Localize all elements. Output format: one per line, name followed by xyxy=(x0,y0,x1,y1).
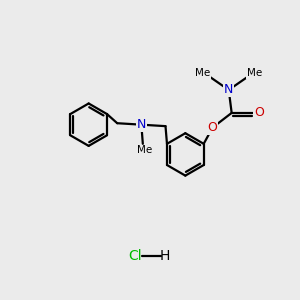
Text: Me: Me xyxy=(247,68,262,78)
Text: Cl: Cl xyxy=(128,249,142,263)
Text: N: N xyxy=(224,83,233,96)
Text: O: O xyxy=(208,121,218,134)
Text: N: N xyxy=(137,118,146,131)
Text: Me: Me xyxy=(137,145,152,155)
Text: H: H xyxy=(160,249,170,263)
Text: Me: Me xyxy=(196,68,211,78)
Text: O: O xyxy=(254,106,264,119)
